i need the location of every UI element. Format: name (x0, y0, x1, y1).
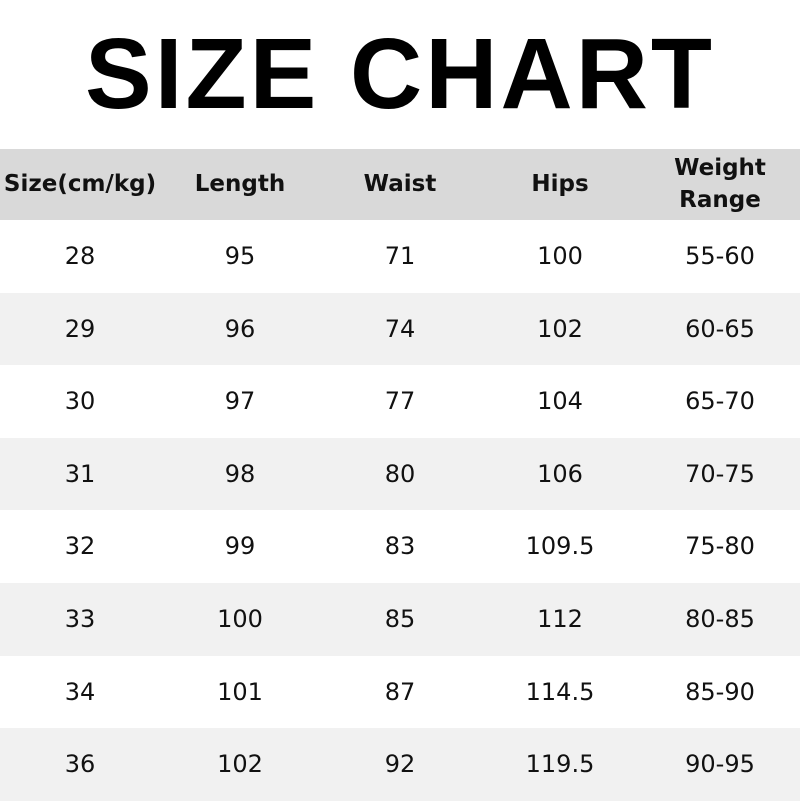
cell-hips: 114.5 (525, 677, 595, 706)
page-title: SIZE CHART (85, 18, 715, 130)
cell-hips: 102 (537, 314, 583, 343)
header-weight-range: Weight Range (674, 155, 766, 213)
cell-hips: 100 (537, 242, 583, 271)
table-header: Size(cm/kg) Length Waist Hips Weight Ran… (0, 149, 800, 220)
cell-length: 102 (217, 750, 263, 779)
table-row: 33 100 85 112 80-85 (0, 582, 800, 656)
cell-size: 30 (64, 387, 96, 416)
cell-length: 100 (217, 605, 263, 634)
cell-weight-range: 60-65 (685, 314, 755, 343)
table-row: 34 101 87 114.5 85-90 (0, 656, 800, 729)
table-row: 28 95 71 100 55-60 (0, 220, 800, 293)
cell-hips: 106 (537, 459, 583, 488)
cell-length: 95 (224, 242, 256, 271)
header-waist: Waist (363, 170, 437, 197)
header-hips: Hips (531, 170, 589, 197)
table-row: 36 102 92 119.5 90-95 (0, 728, 800, 801)
cell-weight-range: 65-70 (685, 387, 755, 416)
cell-length: 101 (217, 677, 263, 706)
cell-length: 96 (224, 314, 256, 343)
table-row: 32 99 83 109.5 75-80 (0, 510, 800, 583)
size-table: Size(cm/kg) Length Waist Hips Weight Ran… (0, 149, 800, 801)
cell-hips: 119.5 (525, 750, 595, 779)
cell-length: 99 (224, 532, 256, 561)
cell-size: 33 (64, 605, 96, 634)
cell-size: 36 (64, 750, 96, 779)
cell-weight-range: 90-95 (685, 750, 755, 779)
cell-weight-range: 75-80 (685, 532, 755, 561)
cell-waist: 87 (384, 677, 416, 706)
cell-waist: 83 (384, 532, 416, 561)
cell-waist: 80 (384, 459, 416, 488)
header-size: Size(cm/kg) (3, 170, 157, 197)
cell-waist: 74 (384, 314, 416, 343)
cell-size: 28 (64, 242, 96, 271)
header-length: Length (194, 170, 286, 197)
cell-length: 98 (224, 459, 256, 488)
cell-weight-range: 85-90 (685, 677, 755, 706)
cell-size: 32 (64, 532, 96, 561)
cell-waist: 85 (384, 605, 416, 634)
cell-length: 97 (224, 387, 256, 416)
cell-weight-range: 70-75 (685, 459, 755, 488)
cell-size: 31 (64, 459, 96, 488)
cell-hips: 112 (537, 605, 583, 634)
cell-waist: 77 (384, 387, 416, 416)
cell-weight-range: 80-85 (685, 605, 755, 634)
cell-weight-range: 55-60 (685, 242, 755, 271)
table-row: 29 96 74 102 60-65 (0, 292, 800, 366)
cell-size: 34 (64, 677, 96, 706)
cell-waist: 71 (384, 242, 416, 271)
table-row: 31 98 80 106 70-75 (0, 437, 800, 511)
table-row: 30 97 77 104 65-70 (0, 365, 800, 438)
cell-size: 29 (64, 314, 96, 343)
cell-waist: 92 (384, 750, 416, 779)
cell-hips: 104 (537, 387, 583, 416)
cell-hips: 109.5 (525, 532, 595, 561)
